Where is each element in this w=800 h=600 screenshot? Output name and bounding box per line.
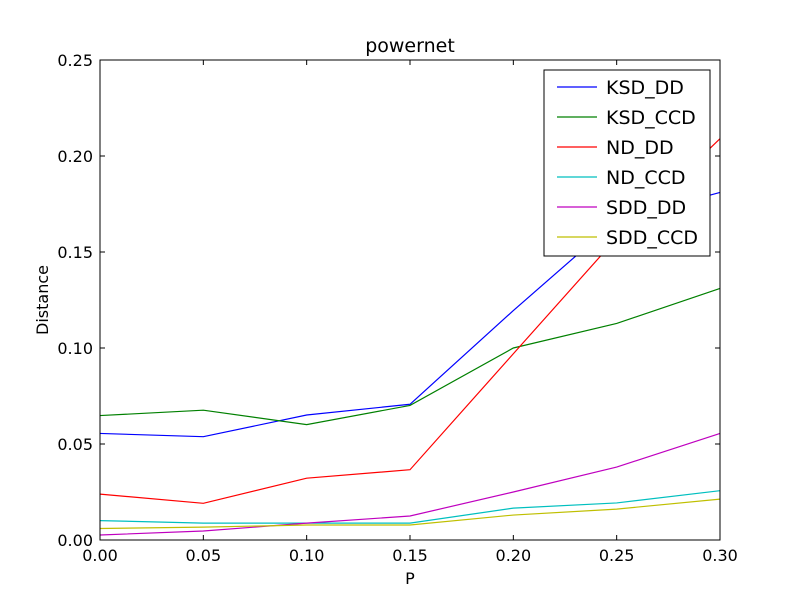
- y-tick-label: 0.15: [57, 243, 93, 262]
- y-tick-label: 0.10: [57, 339, 93, 358]
- x-tick-label: 0.25: [599, 546, 635, 565]
- legend-entry: SDD_DD: [557, 197, 686, 219]
- y-axis-label: Distance: [33, 265, 52, 335]
- series-line-sdd-ccd: [99, 498, 721, 530]
- legend-entry: KSD_CCD: [557, 107, 696, 129]
- x-axis-label: P: [405, 569, 415, 588]
- legend-label: ND_DD: [606, 137, 674, 159]
- x-tick-label: 0.30: [702, 546, 738, 565]
- legend-label: KSD_CCD: [606, 107, 696, 129]
- x-tick-label: 0.10: [289, 546, 325, 565]
- y-tick-label: 0.25: [57, 51, 93, 70]
- legend-entry: ND_DD: [557, 137, 674, 159]
- x-tick-label: 0.00: [82, 546, 118, 565]
- x-tick-label: 0.05: [186, 546, 222, 565]
- x-tick-label: 0.15: [392, 546, 428, 565]
- axis-tick-labels: 0.00 0.05 0.10 0.15 0.20 0.25 0.30 0.00 0.05 0.10…: [57, 51, 737, 565]
- legend-label: KSD_DD: [606, 77, 684, 99]
- y-tick-label: 0.05: [57, 435, 93, 454]
- legend-label: SDD_CCD: [606, 227, 698, 249]
- legend-label: ND_CCD: [606, 167, 686, 189]
- series-line-nd-ccd: [99, 490, 721, 524]
- y-tick-label: 0.20: [57, 147, 93, 166]
- legend-entry: SDD_CCD: [557, 227, 698, 249]
- series-line-sdd-dd: [99, 432, 721, 536]
- legend-entry: ND_CCD: [557, 167, 686, 189]
- y-tick-label: 0.00: [57, 531, 93, 550]
- legend: KSD_DD KSD_CCD ND_DD ND_CCD SDD_DD SDD_CCD: [543, 69, 711, 257]
- legend-box: [543, 69, 711, 257]
- series-line-ksd-ccd: [99, 287, 721, 426]
- legend-label: SDD_DD: [606, 197, 686, 219]
- legend-entry: KSD_DD: [557, 77, 684, 99]
- chart-title: powernet: [365, 35, 455, 57]
- x-tick-label: 0.20: [496, 546, 532, 565]
- plot-frame: [99, 59, 721, 541]
